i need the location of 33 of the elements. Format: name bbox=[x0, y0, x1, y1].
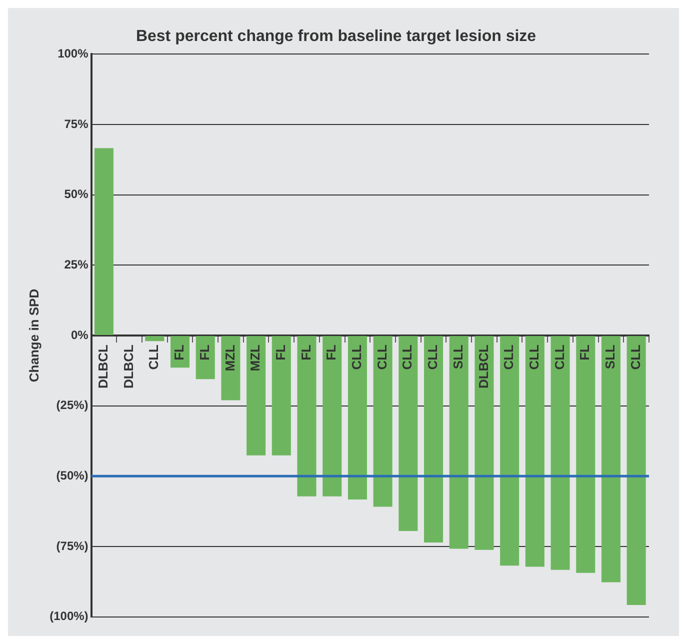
x-tick-label: CLL bbox=[399, 344, 414, 370]
x-tick-label: CLL bbox=[627, 344, 642, 370]
x-tick-label: CLL bbox=[146, 344, 161, 370]
x-tick-label: CLL bbox=[348, 344, 364, 370]
y-axis-title: Change in SPD bbox=[26, 288, 41, 382]
x-tick-label: DLBCL bbox=[95, 344, 110, 389]
x-tick-label: SLL bbox=[450, 344, 465, 370]
x-tick-label: FL bbox=[298, 344, 313, 360]
x-tick-label: DLBCL bbox=[475, 344, 490, 389]
x-tick-label: MZL bbox=[247, 344, 262, 372]
x-tick-label: CLL bbox=[551, 344, 566, 370]
y-tick-label: 100% bbox=[57, 46, 88, 61]
x-tick-label: CLL bbox=[424, 344, 440, 370]
x-tick-label: CLL bbox=[526, 344, 541, 370]
y-tick-label: (25%) bbox=[56, 398, 88, 412]
y-tick-label: 50% bbox=[64, 187, 88, 202]
y-tick-label: 75% bbox=[64, 116, 88, 131]
x-tick-label: FL bbox=[196, 344, 212, 360]
x-tick-label: FL bbox=[576, 344, 592, 360]
chart-title: Best percent change from baseline target lesion size bbox=[135, 28, 536, 46]
x-tick-label: FL bbox=[323, 344, 338, 360]
x-tick-label: MZL bbox=[222, 344, 237, 372]
y-tick-label: 0% bbox=[70, 328, 88, 342]
x-tick-label: FL bbox=[171, 344, 186, 360]
x-tick-label: DLBCL bbox=[120, 344, 136, 389]
y-tick-label: 25% bbox=[64, 257, 88, 272]
y-tick-label: (75%) bbox=[56, 538, 88, 553]
x-tick-label: CLL bbox=[500, 344, 516, 370]
y-tick-label: (50%) bbox=[56, 468, 88, 482]
x-tick-label: SLL bbox=[602, 344, 618, 370]
x-tick-label: FL bbox=[272, 344, 288, 360]
x-tick-label: CLL bbox=[374, 344, 389, 370]
y-tick-label: (100%) bbox=[49, 609, 88, 624]
